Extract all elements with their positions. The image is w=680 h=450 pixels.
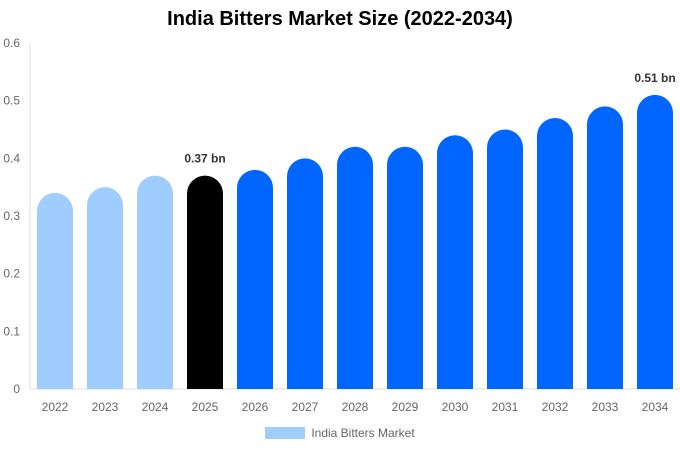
bar-2029 bbox=[387, 146, 423, 389]
x-tick-label: 2028 bbox=[342, 400, 369, 414]
x-tick-label: 2026 bbox=[242, 400, 269, 414]
bar-2022 bbox=[37, 192, 73, 389]
x-tick-label: 2024 bbox=[142, 400, 169, 414]
bar-2025 bbox=[187, 175, 223, 389]
y-tick-label: 0 bbox=[13, 382, 20, 396]
bar-2033 bbox=[587, 106, 623, 389]
bar-2024 bbox=[137, 175, 173, 389]
y-tick-label: 0.4 bbox=[3, 151, 20, 165]
data-label-2025: 0.37 bn bbox=[184, 152, 225, 166]
bar-2034 bbox=[637, 94, 673, 389]
x-tick-label: 2034 bbox=[642, 400, 669, 414]
bar-2030 bbox=[437, 135, 473, 389]
x-tick-label: 2033 bbox=[592, 400, 619, 414]
y-tick-label: 0.2 bbox=[3, 267, 20, 281]
legend-swatch bbox=[265, 427, 306, 439]
x-tick-label: 2022 bbox=[42, 400, 69, 414]
x-tick-label: 2029 bbox=[392, 400, 419, 414]
y-tick-label: 0.6 bbox=[3, 36, 20, 50]
legend-label: India Bitters Market bbox=[311, 426, 415, 440]
x-tick-label: 2030 bbox=[442, 400, 469, 414]
x-tick-label: 2032 bbox=[542, 400, 569, 414]
bar-2023 bbox=[87, 187, 123, 389]
bar-2026 bbox=[237, 169, 273, 389]
legend[interactable]: India Bitters Market bbox=[0, 426, 680, 440]
x-tick-label: 2023 bbox=[92, 400, 119, 414]
bar-2028 bbox=[337, 146, 373, 389]
bar-2032 bbox=[537, 117, 573, 389]
bar-2031 bbox=[487, 129, 523, 389]
y-tick-label: 0.3 bbox=[3, 209, 20, 223]
x-tick-label: 2027 bbox=[292, 400, 319, 414]
chart-title: India Bitters Market Size (2022-2034) bbox=[167, 8, 513, 30]
y-tick-label: 0.1 bbox=[3, 324, 20, 338]
bar-2027 bbox=[287, 158, 323, 389]
data-label-2034: 0.51 bn bbox=[634, 71, 675, 85]
x-tick-label: 2025 bbox=[192, 400, 219, 414]
x-tick-label: 2031 bbox=[492, 400, 519, 414]
y-tick-label: 0.5 bbox=[3, 94, 20, 108]
